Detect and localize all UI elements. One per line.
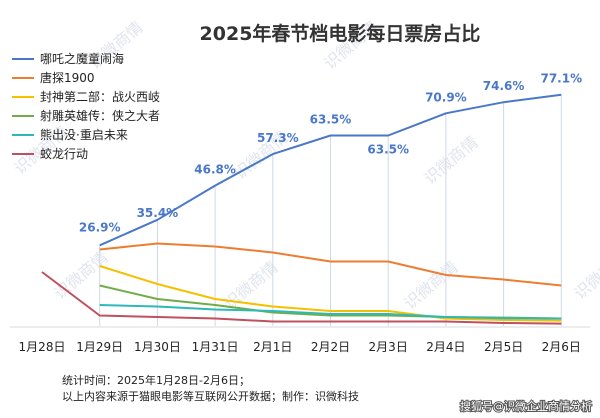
- watermark-text: 识微商情: [420, 132, 481, 188]
- data-label: 70.9%: [425, 90, 467, 104]
- x-tick-label: 1月29日: [76, 340, 123, 354]
- chart-title: 2025年春节档电影每日票房占比: [200, 22, 481, 45]
- series-line: [99, 242, 562, 287]
- legend-label: 射雕英雄传：侠之大者: [40, 108, 160, 123]
- x-tick-label: 2月2日: [311, 340, 350, 354]
- source-badge: 搜狐号@识微企业商情分析: [460, 399, 592, 413]
- x-tick-label: 2月1日: [253, 340, 292, 354]
- x-tick-label: 1月28日: [19, 340, 66, 354]
- data-label: 74.6%: [483, 79, 525, 93]
- footer-source-note: 以上内容来源于猫眼电影等互联网公开数据；制作：识微科技: [62, 389, 359, 403]
- data-label: 77.1%: [540, 72, 582, 86]
- x-tick-label: 2月6日: [542, 340, 581, 354]
- guide-lines: [99, 94, 562, 326]
- watermark-text: 识微商情: [50, 247, 111, 303]
- data-label: 35.4%: [137, 206, 179, 220]
- watermark-text: 识微商情: [570, 247, 600, 303]
- data-label: 63.5%: [310, 113, 352, 127]
- series-line: [99, 265, 562, 322]
- series-line: [99, 93, 562, 247]
- x-tick-label: 1月31日: [192, 340, 239, 354]
- legend-label: 熊出没·重启未来: [40, 127, 128, 142]
- x-tick-label: 2月3日: [369, 340, 408, 354]
- data-labels: 26.9% 35.4% 46.8% 57.3% 63.5% 63.5% 70.9% 74.6%…: [79, 72, 582, 235]
- series-lines: [41, 93, 562, 325]
- series-line: [99, 304, 562, 320]
- series-line: [41, 271, 562, 325]
- data-label: 63.5%: [367, 143, 409, 157]
- legend-label: 蛟龙行动: [40, 146, 88, 161]
- x-tick-label: 2月4日: [426, 340, 465, 354]
- footer-stat-time: 统计时间：2025年1月28日-2月6日；: [62, 373, 250, 387]
- x-axis-ticks: 1月28日 1月29日 1月30日 1月31日 2月1日 2月2日 2月3日 2月4日 2月5日…: [19, 340, 581, 354]
- x-tick-label: 2月5日: [484, 340, 523, 354]
- legend-label: 封神第二部：战火西岐: [40, 89, 160, 104]
- legend-label: 唐探1900: [40, 70, 95, 85]
- data-label: 46.8%: [194, 163, 236, 177]
- x-tick-label: 1月30日: [134, 340, 181, 354]
- data-label: 57.3%: [257, 131, 299, 145]
- data-label: 26.9%: [79, 220, 121, 234]
- legend-label: 哪吒之魔童闹海: [40, 51, 124, 66]
